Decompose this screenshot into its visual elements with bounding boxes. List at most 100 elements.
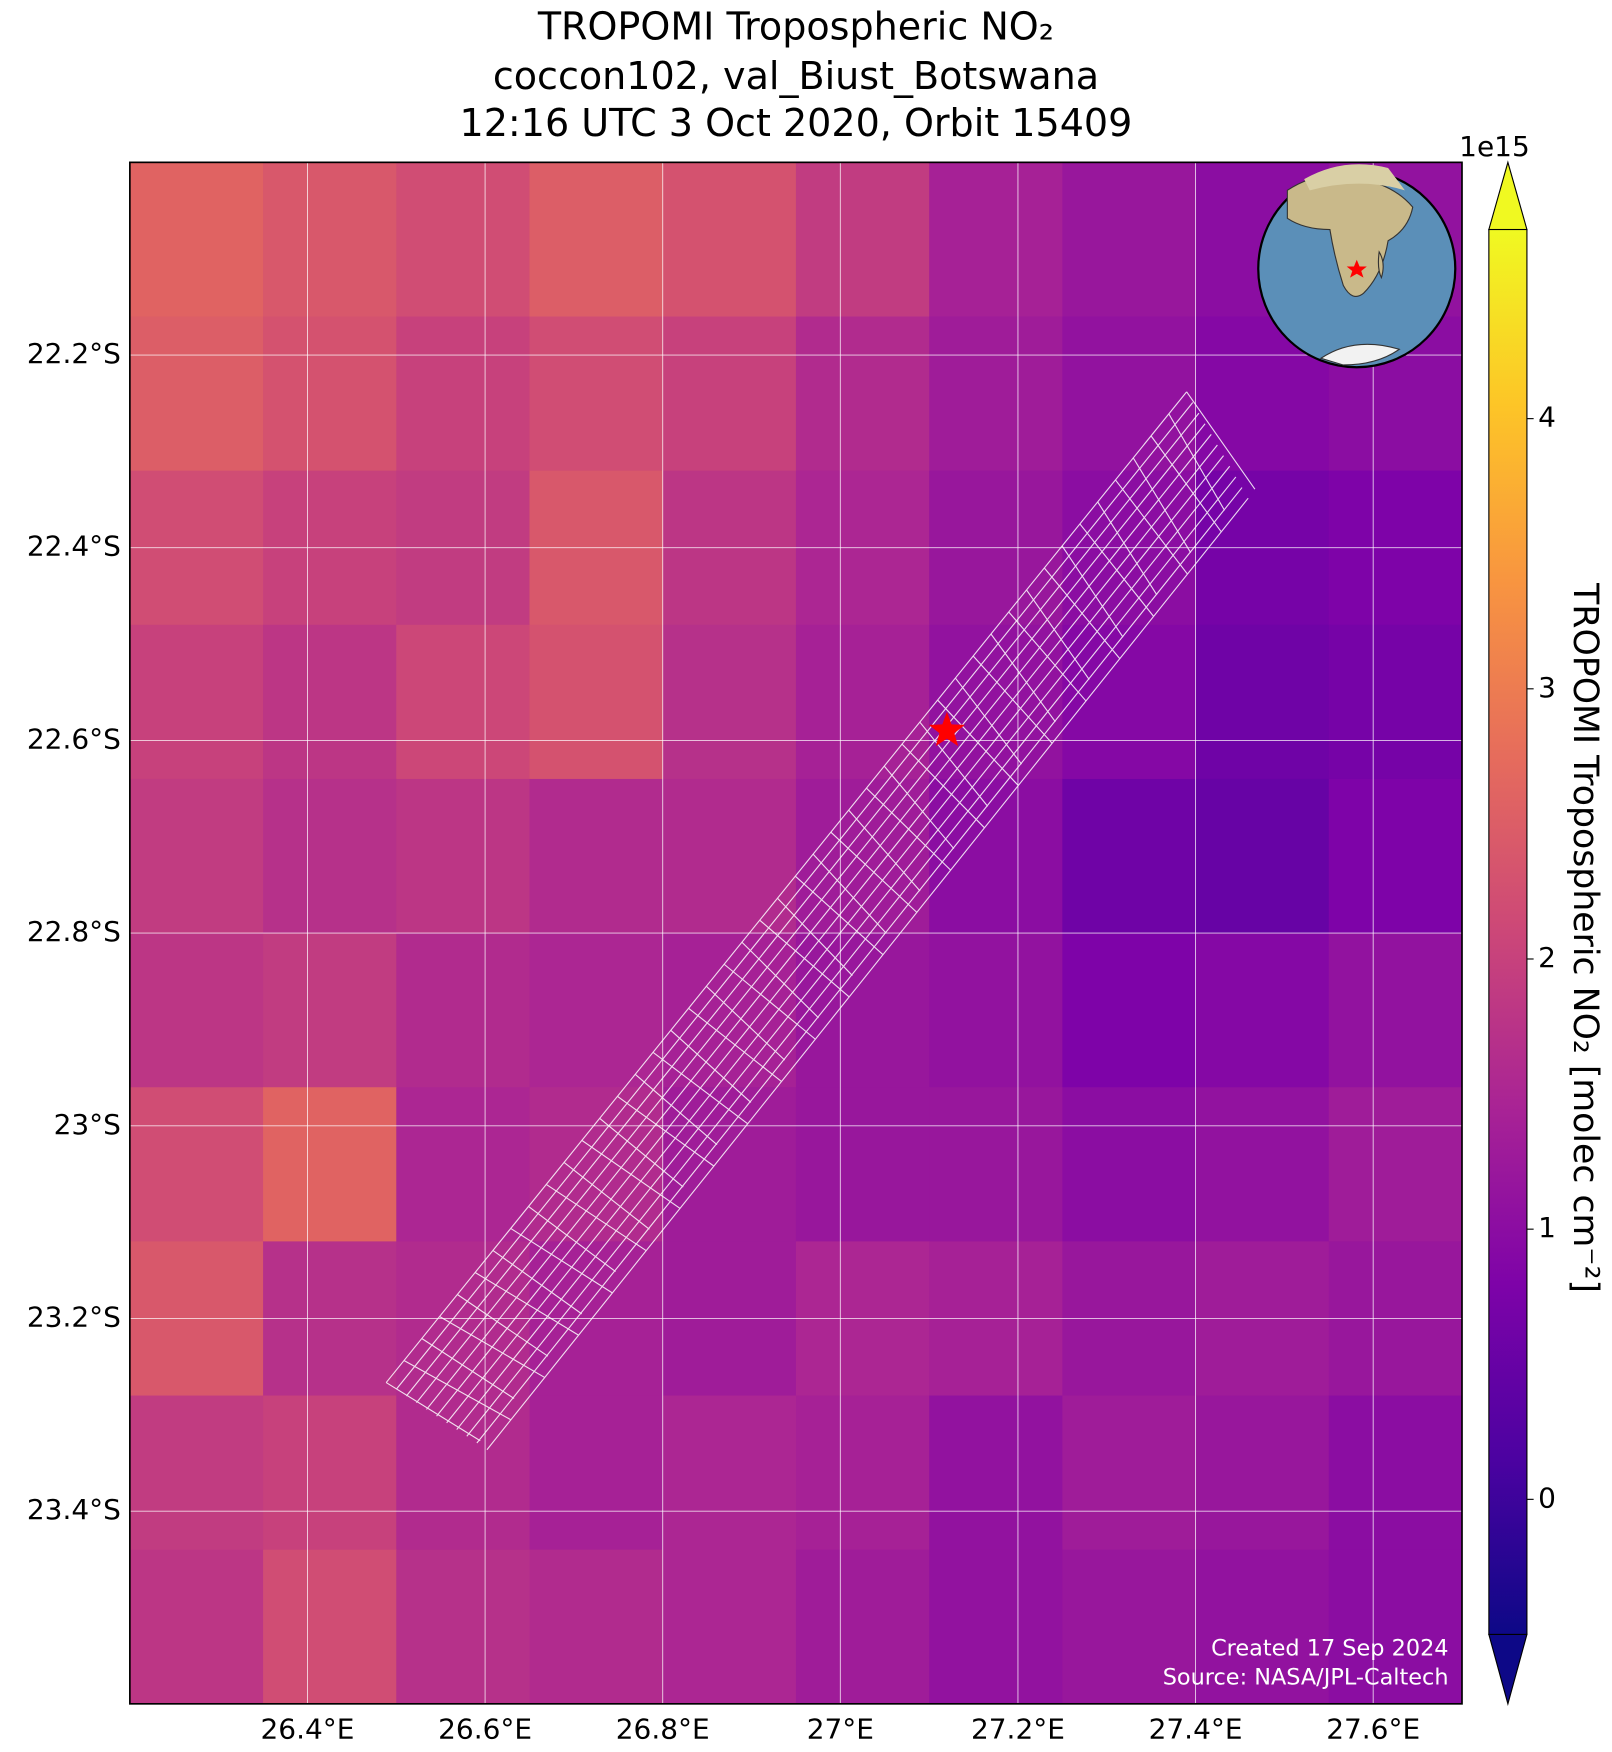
footprint-line	[848, 809, 921, 892]
y-tick-label: 22.2°S	[27, 337, 121, 370]
no2-cell	[263, 624, 397, 780]
footprint-line	[812, 853, 887, 934]
footprint-line	[794, 875, 884, 955]
footprint-line	[705, 985, 786, 1061]
credit-line: Source: NASA/JPL-Caltech	[1163, 1665, 1449, 1691]
no2-cell	[929, 1395, 1063, 1551]
x-tick-label: 27.6°E	[1326, 1713, 1420, 1746]
footprint-line	[670, 1029, 752, 1103]
no2-cell	[396, 778, 531, 934]
y-tick-label: 22.4°S	[27, 530, 121, 563]
footprint-line	[741, 941, 819, 1019]
no2-cell	[529, 624, 664, 780]
footprint-line	[405, 412, 1200, 1397]
no2-cell	[1062, 624, 1197, 780]
footprint-line	[634, 1073, 718, 1146]
no2-cell	[396, 933, 531, 1088]
footprint-line	[395, 402, 1194, 1390]
footprint-line	[1132, 457, 1192, 553]
footprint-line	[599, 1117, 684, 1188]
colorbar-exponent: 1e15	[1459, 130, 1530, 163]
no2-cell	[396, 316, 531, 472]
no2-cell	[1062, 162, 1197, 318]
x-tick-label: 26.6°E	[438, 1713, 532, 1746]
footprint-line	[486, 497, 1249, 1451]
x-tick-label: 26.4°E	[261, 1713, 355, 1746]
no2-cell	[795, 1395, 930, 1551]
footprint-line	[1026, 589, 1090, 680]
no2-cell	[1062, 933, 1197, 1088]
footprint-line	[723, 963, 816, 1040]
no2-cell	[795, 1549, 930, 1704]
footprint-line	[937, 699, 1019, 786]
globe-inset	[1257, 164, 1457, 369]
no2-cell	[529, 1395, 664, 1551]
footprint-line	[492, 1249, 583, 1315]
no2-cell	[662, 162, 797, 318]
x-tick-label: 27.4°E	[1149, 1713, 1243, 1746]
footprint-line	[385, 1382, 481, 1442]
no2-cell	[1062, 778, 1197, 934]
no2-cell	[263, 1395, 397, 1551]
no2-cell	[129, 624, 264, 780]
footprint-line	[1168, 413, 1226, 511]
y-tick-label: 23.2°S	[27, 1300, 121, 1333]
no2-cell	[1195, 778, 1330, 934]
footprint-line	[457, 1294, 549, 1357]
footprint-line	[1115, 479, 1188, 575]
no2-cell	[129, 1549, 264, 1704]
no2-cell	[929, 1549, 1063, 1704]
footprint-line	[563, 1161, 650, 1230]
no2-cell	[1328, 1395, 1462, 1551]
footprint-line	[1008, 611, 1087, 702]
footprint-line	[1079, 523, 1154, 617]
no2-cell	[529, 162, 664, 318]
no2-cell	[1195, 933, 1330, 1088]
fts-footprints	[385, 391, 1256, 1451]
footprint-line	[385, 391, 1188, 1383]
no2-cell	[263, 1087, 397, 1242]
no2-cell	[795, 162, 930, 318]
footprint-line	[972, 655, 1053, 744]
footprint-line	[1043, 567, 1120, 659]
footprint-line	[446, 455, 1224, 1424]
credit-line: Created 17 Sep 2024	[1211, 1635, 1448, 1661]
footprint-line	[990, 633, 1056, 723]
no2-cell	[795, 624, 930, 780]
footprint-line	[1097, 501, 1158, 596]
no2-cell	[929, 778, 1063, 934]
no2-cell	[1328, 624, 1462, 780]
footprint-line	[403, 1360, 511, 1421]
no2-cell	[929, 316, 1063, 472]
no2-cell	[1195, 1395, 1330, 1551]
x-tick-label: 26.8°E	[616, 1713, 710, 1746]
footprint-line	[954, 677, 1022, 765]
no2-cell	[1328, 1549, 1462, 1704]
no2-cell	[1195, 1549, 1330, 1704]
footprint-line	[1150, 435, 1222, 532]
footprint-line	[466, 476, 1237, 1437]
no2-cell	[1195, 624, 1330, 780]
colorbar-label: TROPOMI Tropospheric NO₂ [molec cm⁻²]	[1565, 582, 1605, 1293]
no2-cell	[929, 162, 1063, 318]
colorbar-gradient	[1488, 228, 1528, 1635]
no2-cell	[1062, 1395, 1197, 1551]
no2-cell	[129, 1395, 264, 1551]
footprint-line	[581, 1139, 681, 1209]
colorbar-extend-min	[1488, 1633, 1528, 1706]
no2-cell	[263, 1549, 397, 1704]
no2-cell	[263, 316, 397, 472]
no2-cell	[795, 778, 930, 934]
no2-cell	[129, 316, 264, 472]
no2-cell	[129, 162, 264, 318]
no2-cell	[1062, 316, 1197, 472]
no2-cell	[129, 1087, 264, 1242]
colorbar-tick-label: 1	[1538, 1211, 1556, 1244]
title-line: coccon102, val_Biust_Botswana	[493, 54, 1099, 98]
footprint-line	[476, 487, 1243, 1444]
map-cells	[129, 162, 1462, 1704]
no2-cell	[529, 933, 664, 1088]
footprint-line	[456, 465, 1231, 1430]
